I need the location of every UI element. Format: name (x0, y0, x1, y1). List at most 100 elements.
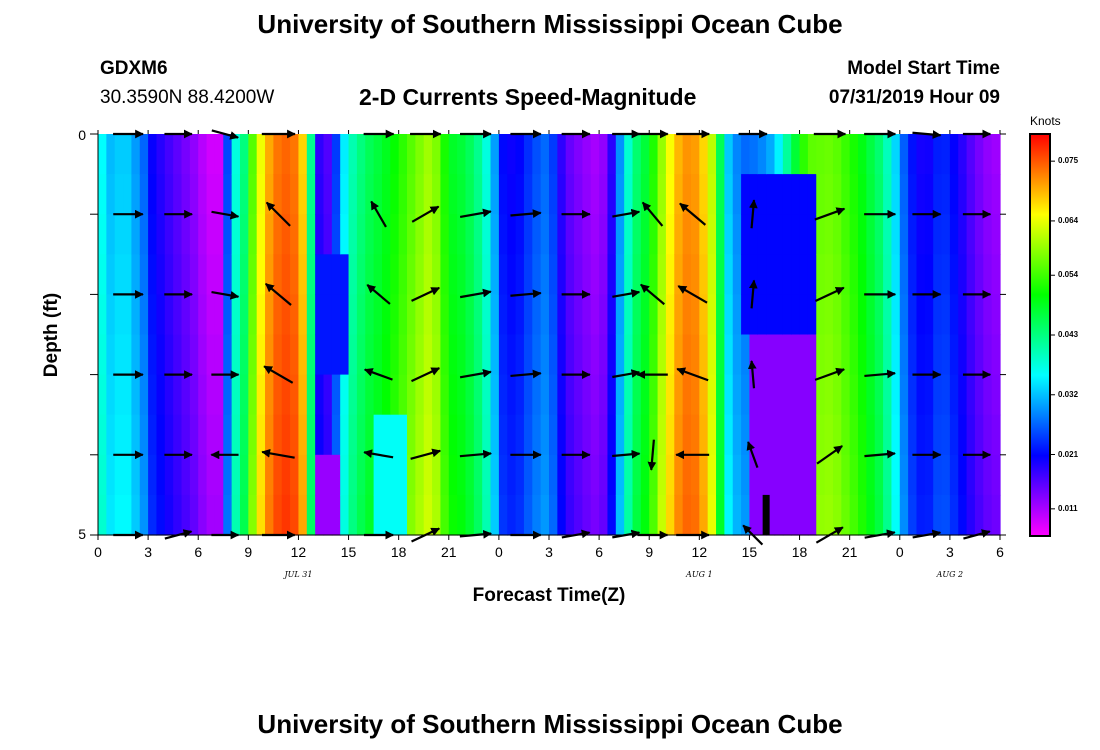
heatmap-cell (599, 494, 609, 536)
heatmap-cell (774, 414, 784, 456)
heatmap-cell (924, 134, 934, 175)
heatmap-cell (766, 214, 776, 255)
model-start-value: 07/31/2019 Hour 09 (828, 87, 1000, 108)
heatmap-cell (707, 214, 717, 255)
heatmap-cell (432, 214, 442, 255)
heatmap-cell (841, 494, 851, 536)
heatmap-cell (198, 174, 208, 215)
heatmap-cell (523, 334, 533, 376)
heatmap-cell (991, 494, 1001, 536)
heatmap-cell (824, 174, 834, 215)
heatmap-cell (156, 174, 166, 215)
heatmap-cell (807, 254, 817, 295)
heatmap-cell (390, 294, 400, 336)
heatmap-cell (741, 294, 751, 336)
heatmap-cell (373, 294, 383, 336)
heatmap-cell (949, 174, 959, 215)
heatmap-cell (315, 294, 325, 336)
heatmap-cell (624, 174, 634, 215)
heatmap-cell (924, 414, 934, 456)
heatmap-cell (248, 374, 258, 416)
heatmap-cell (206, 174, 216, 215)
heatmap-cell (248, 294, 258, 336)
x-tick-label: 6 (996, 544, 1004, 560)
heatmap-cell (732, 454, 742, 496)
heatmap-cell (883, 374, 893, 416)
heatmap-cell (724, 254, 734, 295)
heatmap-cell (373, 454, 383, 496)
heatmap-cell (114, 454, 124, 496)
heatmap-cell (323, 494, 333, 536)
heatmap-cell (432, 494, 442, 536)
heatmap-cell (515, 134, 525, 175)
heatmap-cell (657, 494, 667, 536)
heatmap-cell (148, 134, 158, 175)
heatmap-cell (599, 254, 609, 295)
heatmap-cell (690, 174, 700, 215)
current-vector-arrow (510, 209, 542, 218)
heatmap-cell (607, 494, 617, 536)
heatmap-cell (916, 254, 926, 295)
heatmap-cell (682, 374, 692, 416)
heatmap-cell (983, 214, 993, 255)
heatmap-cell (549, 374, 558, 416)
current-vector-arrow (747, 360, 757, 389)
heatmap-cell (908, 374, 918, 416)
heatmap-cell (699, 254, 709, 295)
heatmap-cell (624, 494, 634, 536)
date-label: AUG 1 (686, 570, 713, 579)
heatmap-cell (281, 494, 291, 536)
heatmap-cell (273, 134, 283, 175)
heatmap-cell (206, 334, 216, 376)
heatmap-cell (774, 334, 784, 376)
heatmap-cell (365, 294, 375, 336)
heatmap-cell (206, 254, 216, 295)
heatmap-cell (649, 214, 659, 255)
colorbar-tick-label: 0.064 (1058, 215, 1079, 225)
current-vector-arrow (748, 279, 758, 309)
heatmap-cell (632, 454, 642, 496)
heatmap-cell (340, 134, 350, 175)
heatmap-cell (214, 214, 224, 255)
heatmap-cell (448, 374, 458, 416)
heatmap-cell (841, 214, 851, 255)
heatmap-cell (565, 374, 575, 416)
heatmap-cell (523, 214, 533, 255)
heatmap-cell (473, 134, 483, 175)
heatmap-cell (340, 214, 350, 255)
heatmap-cell (273, 494, 283, 536)
heatmap-cell (991, 374, 1001, 416)
heatmap-cell (106, 494, 116, 536)
heatmap-cell (139, 414, 149, 456)
heatmap-cell (315, 374, 325, 416)
heatmap-cell (473, 334, 483, 376)
heatmap-cell (448, 414, 458, 456)
heatmap-cell (315, 214, 325, 255)
heatmap-cell (189, 334, 199, 376)
heatmap-cell (432, 414, 442, 456)
current-vector-arrow (410, 448, 442, 460)
heatmap-cell (824, 134, 834, 175)
heatmap-cell (557, 494, 567, 536)
heatmap-cell (498, 294, 508, 336)
heatmap-cell (407, 174, 416, 215)
heatmap-cell (766, 374, 776, 416)
heatmap-cell (223, 294, 233, 336)
heatmap-cell (749, 254, 759, 295)
heatmap-cell (757, 174, 767, 215)
current-vector-arrow (641, 201, 664, 227)
heatmap-cell (774, 294, 784, 336)
heatmap-cell (933, 334, 943, 376)
heatmap-cell (874, 254, 884, 295)
heatmap-cell (432, 174, 442, 215)
heatmap-cell (214, 294, 224, 336)
heatmap-cell (582, 214, 592, 255)
heatmap-cell (498, 454, 508, 496)
heatmap-cell (482, 494, 492, 536)
heatmap-cell (766, 294, 776, 336)
heatmap-cell (716, 254, 725, 295)
heatmap-cell (958, 334, 968, 376)
heatmap-cell (707, 254, 717, 295)
heatmap-cell (741, 374, 751, 416)
heatmap-cell (298, 134, 308, 175)
